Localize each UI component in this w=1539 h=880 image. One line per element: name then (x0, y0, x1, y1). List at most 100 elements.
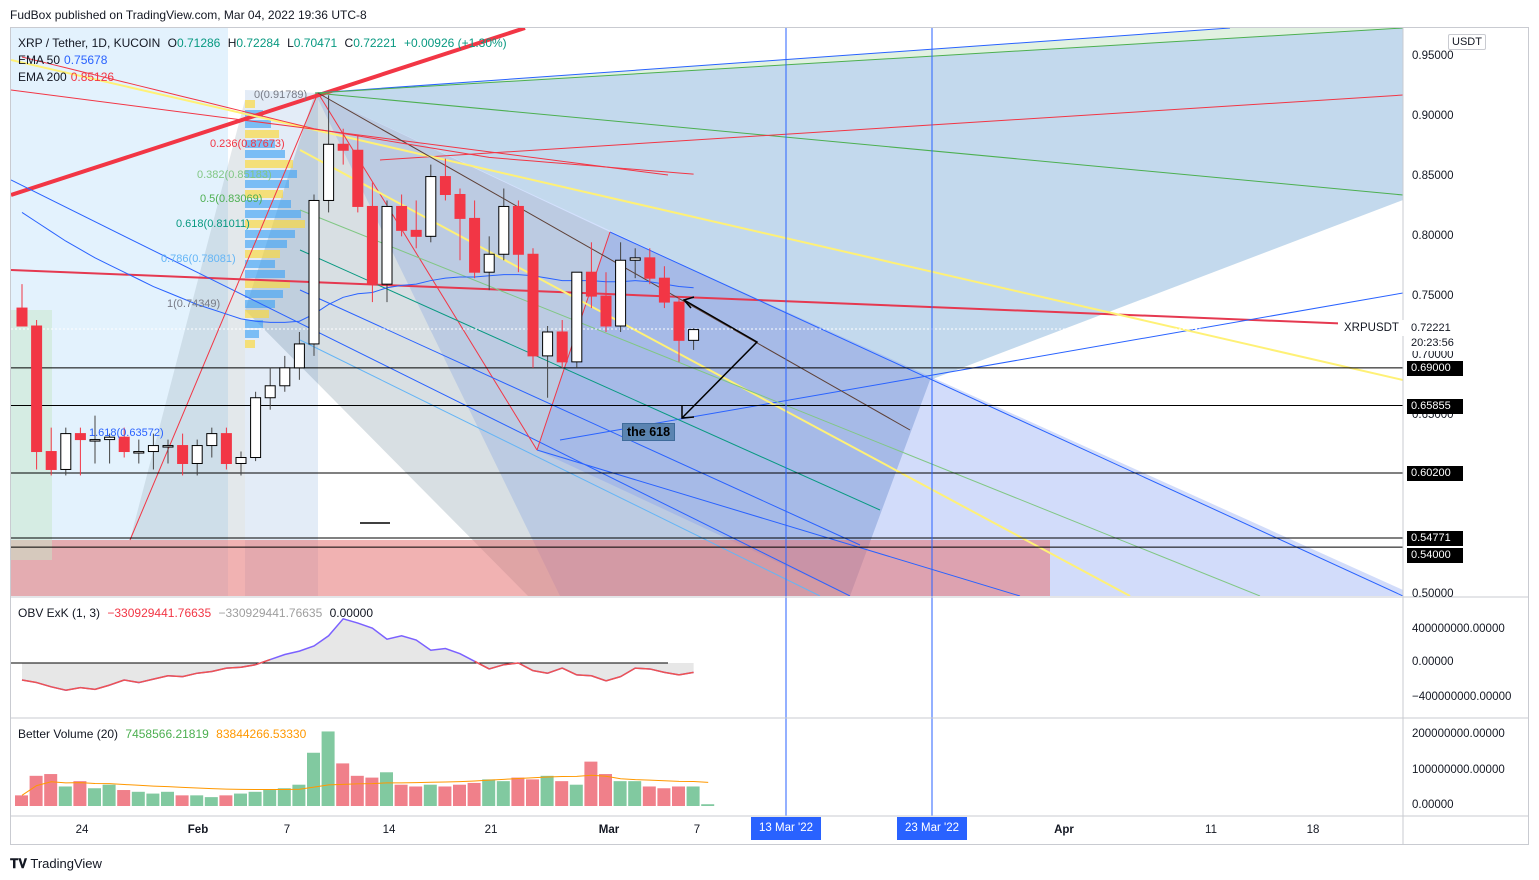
volume-profile-bar (245, 130, 279, 138)
volume-profile-bar (245, 330, 259, 338)
obv-value-2: −330929441.76635 (218, 606, 323, 620)
obv-segment (21, 679, 37, 684)
fib-label-05: 0.5(0.83069) (200, 193, 263, 205)
volume-profile-bar (245, 340, 255, 348)
volume-bar (686, 786, 700, 806)
candle-body (673, 301, 685, 341)
volume-bar (467, 782, 481, 806)
obv-segment (605, 675, 621, 682)
blue-parallel-line (299, 289, 861, 546)
fib-label-0618: 0.618(0.81011) (176, 218, 250, 230)
obv-segment (240, 663, 256, 668)
obv-legend[interactable]: OBV ExK (1, 3) −330929441.76635 −3309294… (18, 606, 373, 620)
volume-profile-bar (245, 280, 290, 288)
time-axis-label: 14 (382, 824, 396, 836)
volume-bar (29, 775, 43, 806)
candle-body (60, 433, 72, 470)
projection-arrow-icon (681, 299, 759, 419)
obv-segment (576, 674, 592, 677)
main-pane (11, 28, 1403, 596)
volume-bar (628, 781, 642, 806)
candle-body (147, 445, 159, 453)
symbol-title: XRP / Tether, 1D, KUCOIN (18, 36, 161, 50)
volume-profile-bar (245, 270, 285, 278)
volume-bar (584, 761, 598, 806)
obv-segment (518, 662, 534, 672)
obv-segment (138, 678, 154, 684)
obv-axis-label: 400000000.00000 (1412, 623, 1505, 635)
volume-bar (277, 788, 291, 806)
volume-axis-label: 200000000.00000 (1412, 728, 1505, 740)
time-axis-label: 11 (1205, 824, 1217, 836)
high-label: H (227, 36, 237, 50)
candle-body (556, 331, 568, 363)
volume-bar (642, 786, 656, 806)
symbol-price-tag: XRPUSDT (1338, 320, 1405, 336)
obv-fill (22, 618, 694, 691)
ema200-legend[interactable]: EMA 200 0.85126 (18, 70, 114, 84)
obv-segment (124, 679, 139, 684)
time-tag-23-mar: 23 Mar '22 (897, 817, 967, 840)
volume-profile-bar (245, 120, 271, 128)
volume-profile-bar (245, 250, 280, 258)
level-tag-0602: 0.60200 (1407, 466, 1463, 481)
green-fork-line (314, 28, 1403, 94)
level-tag-065855: 0.65855 (1407, 399, 1463, 414)
price-axis-label: 0.70000 (1412, 349, 1454, 361)
tradingview-logo[interactable]: 𝐓𝐕 TradingView (10, 856, 102, 872)
open-value: 0.71286 (176, 36, 221, 50)
volume-bar (146, 793, 160, 806)
blue-channel-line-3 (559, 292, 1403, 441)
volume-bar (569, 784, 583, 806)
candle-body (585, 271, 597, 297)
volume-bar (58, 786, 72, 806)
the-618-annotation[interactable]: the 618 (622, 423, 676, 441)
obv-segment (153, 675, 169, 680)
countdown-tag: 20:23:56 (1407, 336, 1463, 351)
price-axis-label: 0.75000 (1412, 290, 1454, 302)
volume-bar (161, 791, 174, 806)
candle-body (352, 149, 364, 207)
last-price-tag: 0.72221 (1407, 321, 1463, 336)
horizontal-levels (11, 367, 1403, 548)
volume-profile-bar (245, 260, 275, 268)
fib-label-0382: 0.382(0.85183) (197, 169, 272, 181)
volume-bar (701, 804, 715, 806)
volume-bar (175, 795, 189, 806)
obv-segment (167, 675, 183, 678)
volume-legend[interactable]: Better Volume (20) 7458566.21819 8384426… (18, 727, 306, 741)
symbol-legend[interactable]: XRP / Tether, 1D, KUCOIN O0.71286 H0.722… (18, 36, 507, 50)
obv-segment (94, 684, 110, 691)
candle-body (264, 385, 276, 399)
volume-bar (540, 775, 554, 806)
ema50-legend[interactable]: EMA 50 0.75678 (18, 53, 107, 67)
candle-body (396, 205, 408, 231)
lightblue-parallel-line (299, 339, 821, 596)
obv-segment (182, 672, 198, 678)
volume-profile-bar (245, 220, 305, 228)
candle-body (498, 205, 510, 255)
volume-profile-bar (245, 160, 293, 168)
obv-segment (36, 681, 52, 688)
open-label: O (167, 36, 177, 50)
volume-bar (263, 790, 277, 806)
candle-body (469, 217, 481, 273)
volume-bar (73, 781, 87, 806)
obv-segment (591, 675, 607, 682)
candlesticks (16, 95, 700, 476)
obv-segment (226, 666, 242, 669)
candle-body (381, 205, 393, 285)
currency-button[interactable]: USDT (1448, 34, 1486, 50)
volume-bar (190, 795, 204, 806)
fib-label-0236: 0.236(0.87673) (210, 138, 285, 150)
candle-body (235, 457, 247, 464)
blue-channel-line-5 (536, 449, 1021, 596)
volume-bar (219, 795, 233, 806)
volume-bar (350, 775, 364, 806)
obv-segment (474, 660, 490, 670)
volume-bar (380, 772, 393, 806)
obv-segment (620, 667, 636, 678)
red-trendline-thick (11, 28, 526, 197)
triangle-zone (130, 100, 245, 540)
